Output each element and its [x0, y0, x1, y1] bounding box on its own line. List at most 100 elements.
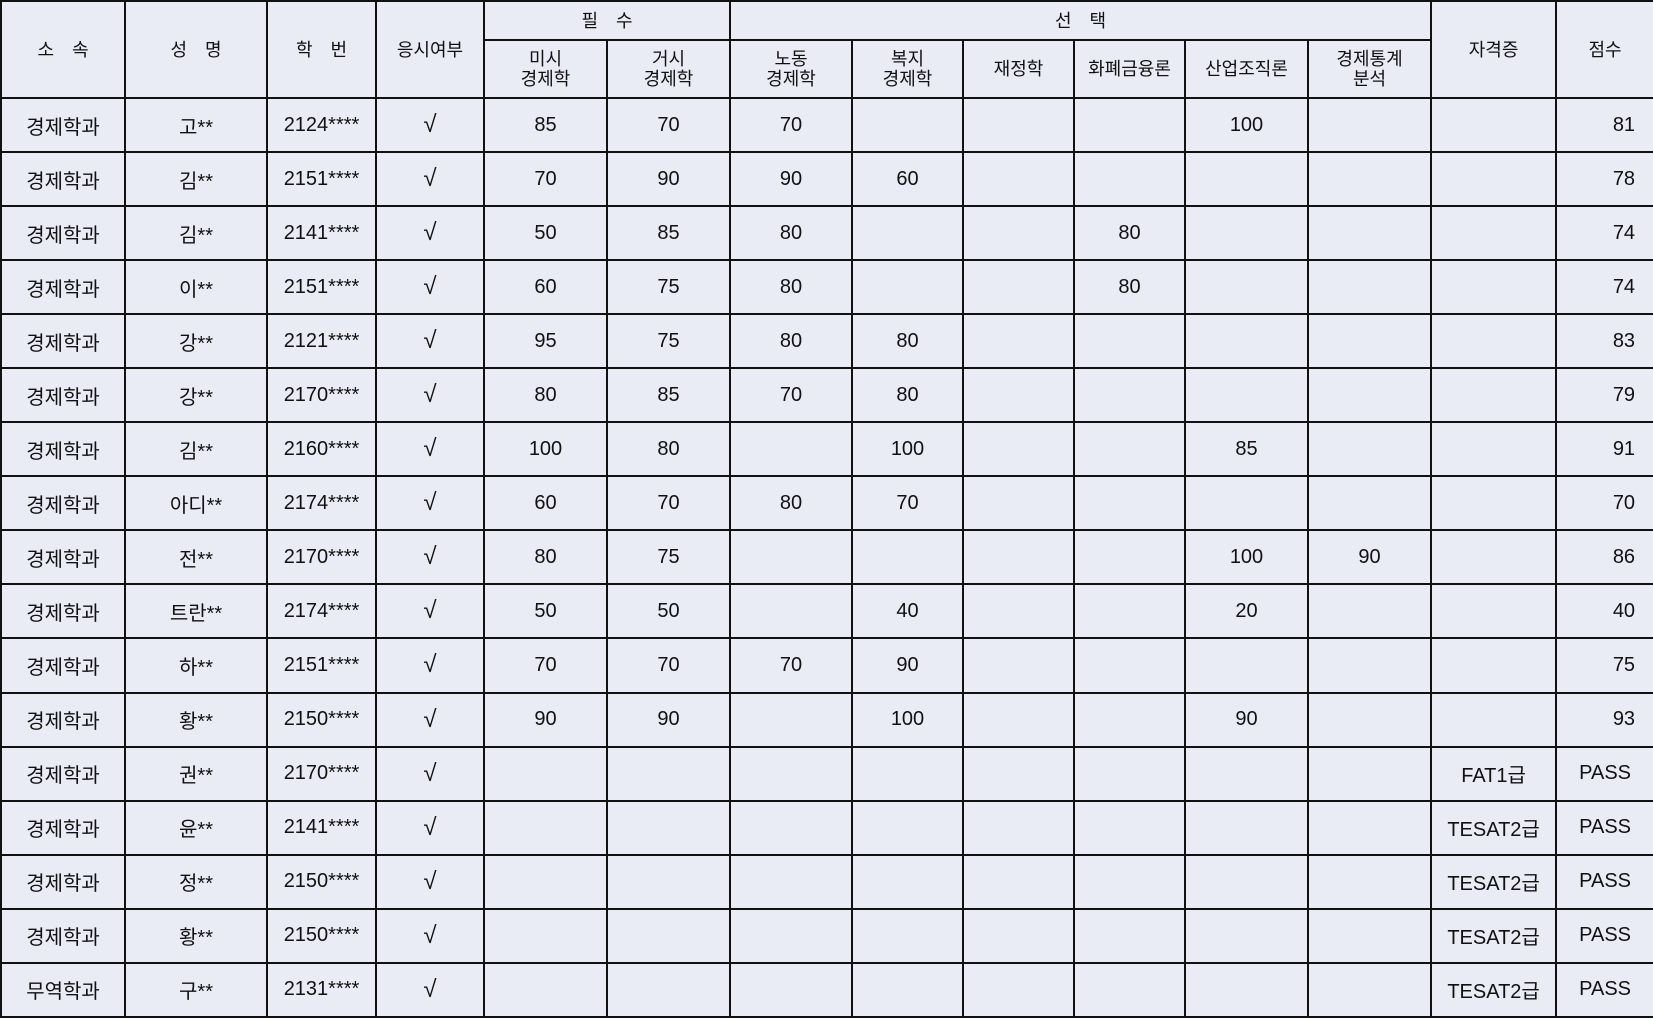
subject-score-cell: 100 [483, 421, 608, 478]
subject-score-cell [1306, 205, 1433, 262]
attend-check-cell: √ [375, 799, 485, 856]
cert-cell [1430, 96, 1558, 154]
score-cell: 86 [1555, 529, 1653, 586]
attend-check-cell: √ [375, 367, 485, 424]
table-row: 경제학과 전** 2170**** √ 80 75 100 90 86 [0, 529, 1653, 586]
subject-score-cell: 70 [729, 96, 853, 154]
subject-score-cell: 100 [1184, 529, 1309, 586]
header-dept: 소 속 [0, 0, 126, 99]
subject-score-cell [1306, 367, 1433, 424]
subject-score-cell: 100 [1184, 96, 1309, 154]
subject-score-cell: 80 [729, 475, 853, 532]
subject-score-cell: 70 [606, 637, 731, 694]
cert-cell [1430, 475, 1558, 532]
student-id-cell: 2141**** [266, 799, 377, 856]
subject-score-cell [1073, 529, 1186, 586]
subject-score-cell: 70 [851, 475, 964, 532]
subject-score-cell: 80 [729, 259, 853, 316]
student-id-cell: 2151**** [266, 637, 377, 694]
subject-score-cell [483, 853, 608, 910]
attend-check-cell: √ [375, 961, 485, 1018]
subject-score-cell: 90 [1306, 529, 1433, 586]
cert-cell [1430, 367, 1558, 424]
subject-score-cell [729, 907, 853, 964]
dept-cell: 경제학과 [0, 96, 126, 154]
subject-score-cell: 60 [483, 475, 608, 532]
student-id-cell: 2121**** [266, 313, 377, 370]
subject-score-cell [606, 799, 731, 856]
subject-score-cell [962, 313, 1075, 370]
subject-score-cell [729, 799, 853, 856]
attend-check-cell: √ [375, 691, 485, 748]
subject-score-cell [1073, 475, 1186, 532]
student-id-cell: 2170**** [266, 745, 377, 802]
subject-score-cell [1184, 799, 1309, 856]
subject-score-cell [1306, 799, 1433, 856]
subject-score-cell: 90 [483, 691, 608, 748]
subject-score-cell: 70 [729, 637, 853, 694]
cert-cell [1430, 151, 1558, 208]
dept-cell: 경제학과 [0, 853, 126, 910]
score-cell: 40 [1555, 583, 1653, 640]
subject-score-cell: 90 [1184, 691, 1309, 748]
header-elective: 선 택 [728, 0, 1433, 41]
subject-score-cell [1073, 799, 1186, 856]
student-id-cell: 2141**** [266, 205, 377, 262]
score-cell: 70 [1555, 475, 1653, 532]
subject-score-cell [1184, 367, 1309, 424]
header-name: 성 명 [124, 0, 268, 99]
subject-score-cell: 85 [606, 205, 731, 262]
dept-cell: 경제학과 [0, 529, 126, 586]
subject-score-cell [962, 367, 1075, 424]
table-row: 경제학과 김** 2141**** √ 50 85 80 80 74 [0, 205, 1653, 262]
subject-score-cell: 20 [1184, 583, 1309, 640]
attend-check-cell: √ [375, 421, 485, 478]
subject-score-cell [851, 853, 964, 910]
student-id-cell: 2124**** [266, 96, 377, 154]
attend-check-cell: √ [375, 637, 485, 694]
name-cell: 전** [124, 529, 268, 586]
attend-check-cell: √ [375, 853, 485, 910]
cert-cell [1430, 313, 1558, 370]
table-row: 경제학과 아디** 2174**** √ 60 70 80 70 70 [0, 475, 1653, 532]
name-cell: 강** [124, 367, 268, 424]
subject-score-cell: 70 [483, 637, 608, 694]
subject-score-cell [1073, 151, 1186, 208]
cert-cell: TESAT2급 [1430, 961, 1558, 1018]
subject-score-cell [851, 745, 964, 802]
dept-cell: 경제학과 [0, 691, 126, 748]
attend-check-cell: √ [375, 529, 485, 586]
subject-score-cell: 60 [851, 151, 964, 208]
subject-score-cell: 80 [606, 421, 731, 478]
cert-cell: TESAT2급 [1430, 853, 1558, 910]
subject-score-cell [851, 96, 964, 154]
subject-score-cell: 100 [851, 691, 964, 748]
cert-cell [1430, 205, 1558, 262]
subject-score-cell: 80 [1073, 259, 1186, 316]
score-cell: 91 [1555, 421, 1653, 478]
subject-score-cell [1184, 259, 1309, 316]
table-row: 경제학과 윤** 2141**** √ TESAT2급 PASS [0, 799, 1653, 856]
dept-cell: 경제학과 [0, 367, 126, 424]
attend-check-cell: √ [375, 96, 485, 154]
table-row: 경제학과 권** 2170**** √ FAT1급 PASS [0, 745, 1653, 802]
dept-cell: 경제학과 [0, 637, 126, 694]
score-cell: PASS [1555, 907, 1653, 964]
table-row: 경제학과 김** 2160**** √ 100 80 100 85 91 [0, 421, 1653, 478]
subject-score-cell [1184, 475, 1309, 532]
subject-score-cell [851, 907, 964, 964]
score-cell: 78 [1555, 151, 1653, 208]
cert-cell [1430, 259, 1558, 316]
subject-score-cell [1073, 637, 1186, 694]
subject-score-cell: 70 [606, 475, 731, 532]
name-cell: 정** [124, 853, 268, 910]
subject-score-cell [483, 799, 608, 856]
subject-score-cell: 80 [483, 529, 608, 586]
student-id-cell: 2150**** [266, 853, 377, 910]
subject-score-cell [729, 529, 853, 586]
subject-score-cell: 60 [483, 259, 608, 316]
subject-score-cell [729, 421, 853, 478]
subject-score-cell [729, 853, 853, 910]
dept-cell: 경제학과 [0, 583, 126, 640]
score-cell: 74 [1555, 259, 1653, 316]
